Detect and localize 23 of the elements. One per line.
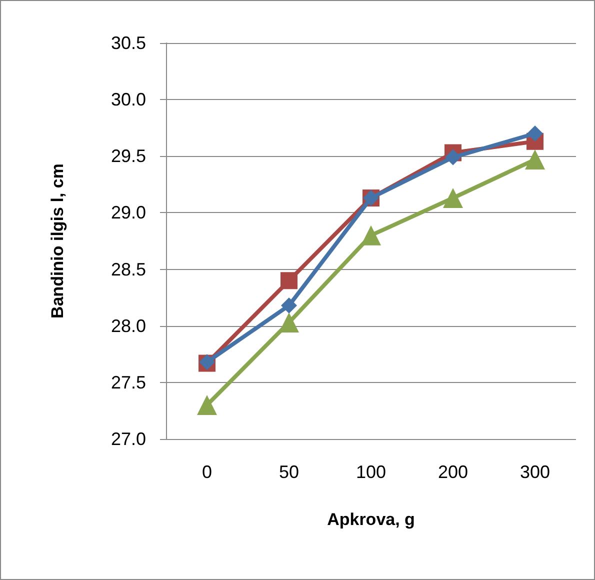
y-tick-label: 30.0 (110, 90, 146, 110)
y-tick-label: 29.0 (110, 202, 146, 223)
point (445, 149, 461, 166)
x-tick-label: 300 (520, 462, 550, 482)
x-tick-label: 50 (278, 462, 300, 482)
x-tick-label: 100 (356, 462, 386, 482)
y-axis-title: Bandinio ilgis l, cm (48, 164, 67, 318)
y-tick-label: 27.0 (110, 429, 146, 449)
point (361, 225, 381, 246)
point (280, 272, 298, 290)
y-tick-label: 28.5 (110, 259, 146, 280)
point (525, 150, 545, 170)
x-tick-label: 0 (202, 462, 212, 482)
y-tick-label: 28.0 (110, 316, 146, 336)
x-axis-title: Apkrova, g (327, 510, 415, 529)
point (281, 297, 297, 314)
x-tick-label: 200 (438, 462, 468, 482)
y-tick-label: 29.5 (110, 146, 146, 166)
y-tick-label: 30.5 (110, 33, 146, 53)
point (197, 395, 217, 416)
point (443, 188, 463, 208)
point (527, 126, 543, 142)
y-tick-label: 27.5 (110, 372, 146, 392)
